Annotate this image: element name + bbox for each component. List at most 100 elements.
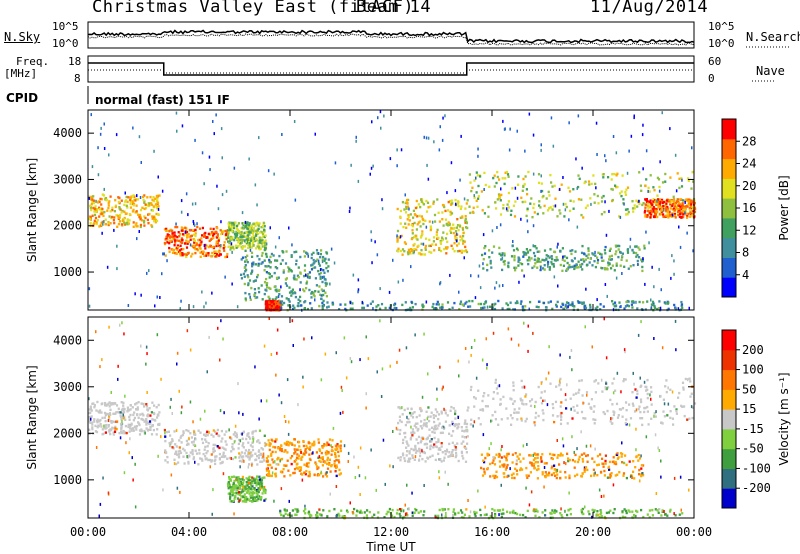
data-cell	[421, 253, 424, 256]
data-cell	[408, 450, 411, 453]
data-cell	[483, 470, 486, 473]
data-cell	[339, 440, 343, 443]
data-cell	[443, 247, 446, 251]
data-cell	[351, 302, 354, 305]
data-cell	[120, 199, 123, 202]
data-cell	[397, 247, 400, 250]
data-cell	[230, 237, 233, 240]
data-cell	[321, 258, 324, 261]
data-cell	[258, 236, 261, 239]
noise-cell	[540, 266, 542, 270]
data-cell	[496, 509, 499, 512]
data-cell	[163, 228, 167, 231]
data-cell	[264, 444, 267, 448]
data-cell	[176, 244, 179, 247]
data-cell	[464, 429, 467, 432]
data-cell	[257, 246, 261, 249]
data-cell	[615, 402, 619, 406]
noise-cell	[162, 252, 164, 256]
data-cell	[299, 281, 302, 284]
data-cell	[525, 393, 528, 396]
noise-cell	[475, 176, 477, 180]
data-cell	[214, 455, 217, 458]
data-cell	[648, 190, 651, 193]
data-cell	[245, 242, 248, 245]
data-cell	[285, 443, 288, 446]
data-cell	[284, 464, 287, 467]
data-cell	[123, 203, 126, 207]
data-cell	[268, 304, 271, 307]
data-cell	[647, 206, 650, 210]
data-cell	[229, 436, 232, 439]
data-cell	[651, 514, 654, 517]
data-cell	[237, 442, 240, 446]
noise-cell	[520, 217, 522, 221]
data-cell	[425, 437, 428, 441]
data-cell	[520, 196, 523, 199]
data-cell	[555, 385, 558, 388]
noise-cell	[557, 284, 559, 288]
data-cell	[412, 209, 415, 212]
data-cell	[197, 238, 200, 242]
noise-cell	[278, 236, 280, 240]
data-cell	[407, 215, 410, 219]
data-cell	[410, 407, 413, 410]
data-cell	[451, 306, 454, 309]
data-cell	[565, 269, 568, 272]
data-cell	[223, 447, 226, 450]
data-cell	[632, 251, 635, 254]
data-cell	[263, 292, 266, 296]
data-cell	[605, 511, 608, 515]
data-cell	[117, 410, 120, 414]
data-cell	[519, 262, 522, 265]
data-cell	[247, 455, 250, 459]
data-cell	[443, 205, 446, 209]
data-cell	[577, 174, 580, 177]
data-cell	[503, 182, 506, 186]
data-cell	[683, 405, 686, 408]
data-cell	[261, 476, 264, 480]
nave-tick-top: 60	[708, 55, 722, 68]
data-cell	[611, 188, 614, 191]
data-cell	[492, 397, 495, 400]
data-cell	[173, 237, 176, 240]
data-cell	[303, 289, 306, 293]
data-cell	[466, 226, 469, 230]
data-cell	[271, 458, 274, 461]
data-cell	[402, 454, 405, 457]
data-cell	[193, 241, 196, 244]
data-cell	[154, 221, 157, 224]
data-cell	[442, 231, 445, 234]
data-cell	[148, 204, 151, 207]
data-cell	[673, 212, 676, 216]
data-cell	[594, 265, 597, 269]
data-cell	[246, 227, 249, 231]
data-cell	[219, 462, 222, 465]
data-cell	[494, 512, 497, 516]
data-cell	[507, 452, 510, 456]
data-cell	[299, 448, 302, 452]
data-cell	[487, 394, 490, 397]
data-cell	[623, 378, 626, 381]
noise-cell	[494, 286, 496, 290]
data-cell	[575, 266, 578, 269]
data-cell	[206, 433, 209, 437]
data-cell	[506, 417, 509, 420]
data-cell	[317, 269, 320, 273]
data-cell	[527, 170, 530, 174]
data-cell	[251, 485, 254, 488]
noise-cell	[161, 189, 164, 193]
data-cell	[681, 306, 684, 309]
data-cell	[319, 460, 322, 463]
data-cell	[573, 267, 576, 271]
data-cell	[437, 452, 440, 456]
data-cell	[625, 511, 628, 515]
data-cell	[249, 483, 252, 486]
data-cell	[465, 451, 468, 454]
data-cell	[254, 429, 257, 433]
data-cell	[239, 485, 242, 488]
data-cell	[484, 245, 487, 248]
data-cell	[420, 249, 423, 252]
data-cell	[242, 455, 245, 458]
data-cell	[416, 422, 419, 425]
